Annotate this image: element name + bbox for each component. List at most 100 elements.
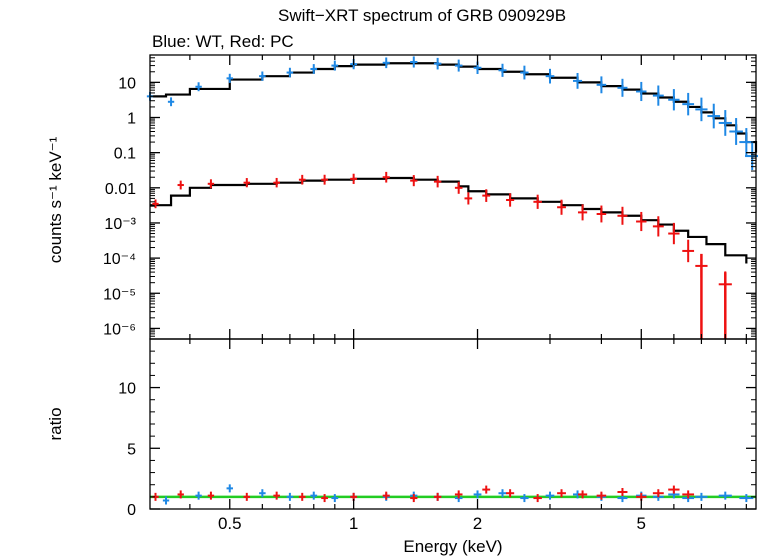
ratio-y-axis-label: ratio — [46, 407, 65, 440]
spectrum-point-wt — [433, 57, 442, 70]
spectrum-point-wt — [545, 68, 555, 84]
spectrum-point-pc — [682, 239, 695, 263]
spectrum-point-pc — [577, 204, 588, 221]
spectrum-y-tick-label: 0.1 — [114, 146, 136, 163]
x-tick-label: 0.5 — [218, 514, 242, 533]
spectrum-point-pc — [454, 181, 463, 194]
ratio-point-pc — [617, 488, 628, 496]
ratio-point-pc — [273, 491, 280, 500]
spectrum-point-pc — [482, 189, 491, 202]
spectrum-point-pc — [636, 211, 647, 232]
ratio-point-pc — [577, 490, 588, 499]
ratio-point-wt — [226, 484, 233, 493]
ratio-point-pc — [177, 490, 184, 499]
ratio-y-tick-label: 10 — [118, 381, 136, 398]
ratio-point-pc — [207, 491, 215, 500]
ratio-point-wt — [473, 490, 482, 499]
ratio-point-pc — [652, 489, 664, 498]
ratio-point-pc — [454, 490, 463, 499]
spectrum-point-pc — [596, 205, 607, 223]
ratio-point-pc — [321, 494, 328, 503]
spectrum-point-wt — [454, 59, 463, 72]
spectrum-y-tick-label: 0.01 — [105, 181, 136, 198]
spectrum-y-tick-label: 10 — [118, 75, 136, 92]
ratio-point-pc — [668, 485, 680, 494]
ratio-point-wt — [498, 489, 507, 498]
ratio-point-pc — [298, 492, 306, 501]
spectrum-point-wt — [226, 73, 233, 83]
ratio-point-wt — [286, 492, 294, 501]
spectrum-point-pc — [617, 206, 628, 225]
ratio-point-wt — [695, 492, 708, 501]
ratio-point-pc — [533, 494, 542, 503]
spectrum-point-wt — [596, 76, 607, 94]
ratio-point-pc — [682, 490, 695, 499]
spectrum-point-pc — [533, 194, 542, 209]
ratio-y-tick-label: 0 — [127, 502, 136, 519]
x-tick-label: 2 — [473, 514, 482, 533]
spectrum-point-wt — [707, 103, 721, 129]
spectrum-point-wt — [682, 92, 695, 116]
x-axis-label: Energy (keV) — [403, 537, 502, 556]
spectrum-point-wt — [572, 73, 583, 89]
spectrum-point-wt — [310, 64, 318, 74]
ratio-point-pc — [410, 494, 418, 503]
spectrum-point-wt — [195, 82, 202, 92]
spectrum-point-wt — [729, 118, 743, 145]
ratio-point-pc — [433, 492, 442, 501]
spectrum-y-axis-label: counts s⁻¹ keV⁻¹ — [46, 136, 65, 263]
spectrum-point-wt — [167, 97, 175, 107]
spectrum-point-pc — [152, 199, 159, 209]
chart-subtitle: Blue: WT, Red: PC — [152, 32, 294, 51]
spectrum-point-wt — [498, 63, 507, 77]
ratio-point-pc — [382, 491, 390, 500]
spectrum-point-pc — [321, 174, 328, 185]
chart-title: Swift−XRT spectrum of GRB 090929B — [278, 6, 567, 25]
axes-ticks: 0.5 1 2 5 10 1 0.1 0.01 10⁻³ 10⁻⁴ 10⁻⁵ 10⁻⁶ 0 5 10 — [103, 54, 756, 533]
ratio-point-wt — [259, 489, 266, 498]
spectrum-point-pc — [382, 171, 390, 183]
spectrum-point-wt — [331, 60, 339, 71]
spectrum-point-wt — [636, 81, 647, 102]
ratio-point-wt — [718, 491, 732, 500]
x-tick-label: 5 — [637, 514, 646, 533]
spectrum-y-tick-label: 10⁻⁵ — [103, 286, 136, 303]
spectrum-point-pc — [243, 178, 251, 188]
spectrum-point-wt — [695, 97, 708, 122]
ratio-point-wt — [545, 491, 555, 500]
spectrum-point-pc — [557, 199, 566, 215]
spectrum-panel-marks — [146, 56, 758, 339]
ratio-point-pc — [482, 485, 491, 494]
ratio-point-pc — [506, 489, 515, 498]
ratio-point-wt — [310, 491, 318, 500]
spectrum-point-pc — [506, 193, 515, 207]
spectrum-point-pc — [668, 222, 680, 245]
spectrum-y-tick-label: 10⁻³ — [104, 216, 136, 233]
ratio-point-pc — [557, 489, 566, 498]
spectrum-point-pc — [298, 174, 306, 185]
spectrum-y-tick-label: 10⁻⁴ — [103, 251, 136, 268]
ratio-point-wt — [739, 494, 754, 503]
spectrum-point-wt — [286, 67, 294, 78]
spectrum-point-pc — [273, 177, 280, 188]
ratio-point-wt — [162, 496, 170, 505]
ratio-point-pc — [243, 492, 251, 501]
spectrum-point-pc — [177, 180, 184, 190]
spectrum-point-wt — [382, 57, 390, 69]
spectrum-point-wt — [617, 78, 628, 97]
spectrum-y-tick-label: 1 — [127, 111, 136, 128]
spectrum-point-wt — [668, 89, 680, 111]
spectrum-point-wt — [410, 56, 418, 68]
ratio-point-wt — [520, 494, 529, 503]
spectrum-point-pc — [410, 175, 418, 187]
ratio-point-wt — [331, 494, 339, 503]
spectrum-point-pc — [464, 192, 473, 205]
spectrum-point-pc — [433, 175, 442, 188]
spectrum-point-wt — [652, 85, 664, 106]
spectrum-point-wt — [259, 71, 266, 81]
spectrum-point-pc — [350, 173, 358, 184]
x-tick-label: 1 — [349, 514, 358, 533]
spectrum-y-tick-label: 10⁻⁶ — [103, 321, 136, 338]
